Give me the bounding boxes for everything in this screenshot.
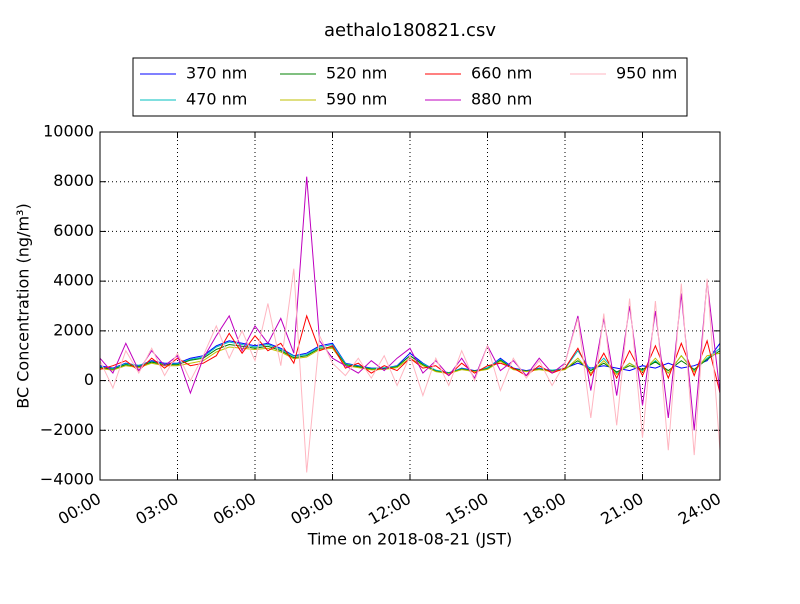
legend-label: 370 nm bbox=[186, 64, 247, 83]
x-tick-label: 21:00 bbox=[597, 489, 646, 529]
legend-label: 950 nm bbox=[616, 64, 677, 83]
x-tick-label: 15:00 bbox=[442, 489, 491, 529]
y-axis-label: BC Concentration (ng/m³) bbox=[14, 203, 33, 408]
x-axis-label: Time on 2018-08-21 (JST) bbox=[307, 530, 512, 549]
legend-label: 660 nm bbox=[471, 64, 532, 83]
series-line bbox=[99, 176, 721, 431]
x-tick-label: 03:00 bbox=[132, 489, 181, 529]
series-line bbox=[99, 268, 721, 473]
legend-label: 520 nm bbox=[326, 64, 387, 83]
y-tick-label: −2000 bbox=[40, 420, 94, 439]
legend-box bbox=[132, 57, 688, 117]
y-tick-label: 4000 bbox=[53, 271, 94, 290]
legend-label: 880 nm bbox=[471, 90, 532, 109]
series-line bbox=[99, 314, 721, 394]
y-tick-label: −4000 bbox=[40, 470, 94, 489]
x-tick-label: 06:00 bbox=[210, 489, 259, 529]
y-tick-label: 0 bbox=[84, 370, 94, 389]
x-tick-label: 12:00 bbox=[365, 489, 414, 529]
y-tick-label: 2000 bbox=[53, 320, 94, 339]
x-tick-label: 09:00 bbox=[287, 489, 336, 529]
y-tick-label: 6000 bbox=[53, 221, 94, 240]
legend-label: 470 nm bbox=[186, 90, 247, 109]
legend-label: 590 nm bbox=[326, 90, 387, 109]
x-tick-label: 18:00 bbox=[520, 489, 569, 529]
x-tick-label: 00:00 bbox=[55, 489, 104, 529]
y-tick-label: 10000 bbox=[43, 122, 94, 141]
chart-title: aethalo180821.csv bbox=[324, 20, 496, 41]
x-tick-label: 24:00 bbox=[675, 489, 724, 529]
plot-frame bbox=[99, 131, 721, 481]
y-tick-label: 8000 bbox=[53, 171, 94, 190]
